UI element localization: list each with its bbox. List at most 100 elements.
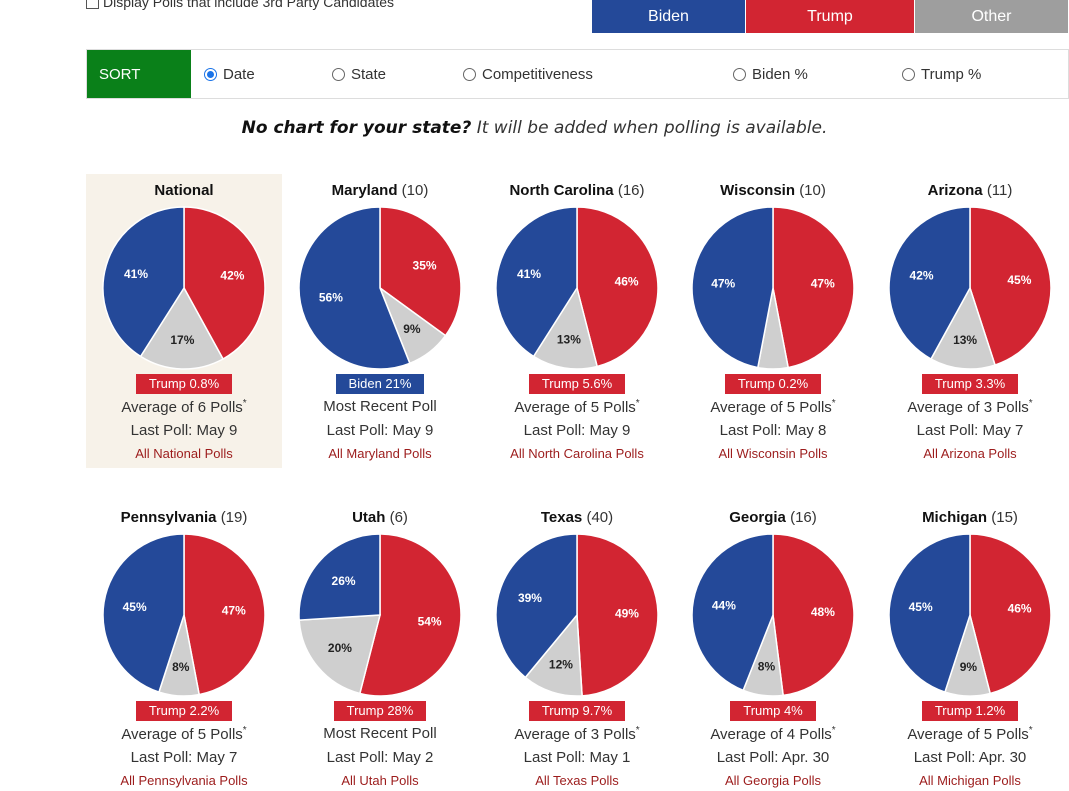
all-polls-link[interactable]: All Texas Polls bbox=[535, 773, 619, 788]
footnote-asterisk[interactable]: * bbox=[1028, 725, 1033, 736]
third-party-option[interactable]: Display Polls that include 3rd Party Can… bbox=[86, 0, 394, 10]
footnote-asterisk[interactable]: * bbox=[635, 398, 640, 409]
all-polls-link[interactable]: All Wisconsin Polls bbox=[718, 446, 828, 461]
pie-slice-biden bbox=[298, 533, 381, 621]
radio-trump-pct[interactable] bbox=[902, 67, 915, 81]
pie-slice-trump bbox=[183, 533, 266, 696]
radio-biden-pct[interactable] bbox=[733, 67, 746, 81]
pie-label-trump: 47% bbox=[222, 603, 246, 617]
third-party-checkbox[interactable] bbox=[86, 0, 99, 9]
radio-date[interactable] bbox=[204, 67, 217, 81]
pie-slice-trump bbox=[969, 206, 1052, 366]
pie-label-other: 17% bbox=[170, 333, 194, 347]
pie-label-trump: 46% bbox=[1008, 602, 1032, 616]
pie-label-trump: 48% bbox=[811, 605, 835, 619]
pie-label-trump: 35% bbox=[413, 258, 437, 272]
pie-slice-biden bbox=[495, 533, 578, 679]
pie-slice-other bbox=[524, 613, 583, 697]
sort-option-trump-pct[interactable]: Trump % bbox=[902, 50, 981, 98]
margin-badge: Trump 2.2% bbox=[135, 701, 233, 721]
top-bar: Display Polls that include 3rd Party Can… bbox=[0, 0, 1069, 40]
footnote-asterisk[interactable]: * bbox=[635, 725, 640, 736]
poll-summary-text: Average of 5 Polls bbox=[121, 726, 243, 743]
last-poll-date: Last Poll: May 9 bbox=[326, 422, 434, 439]
state-name: Maryland bbox=[331, 182, 398, 199]
all-polls-link[interactable]: All Pennsylvania Polls bbox=[120, 773, 248, 788]
sort-option-state[interactable]: State bbox=[332, 50, 386, 98]
pie-slice-biden bbox=[888, 206, 971, 361]
electoral-votes: (16) bbox=[790, 509, 817, 526]
pie-slice-other bbox=[298, 614, 381, 695]
margin-badge: Biden 21% bbox=[335, 374, 425, 394]
radio-competitiveness[interactable] bbox=[463, 67, 476, 81]
all-polls-link[interactable]: All National Polls bbox=[135, 446, 233, 461]
pie-slice-biden bbox=[102, 206, 185, 358]
electoral-votes: (11) bbox=[986, 182, 1013, 199]
last-poll-date: Last Poll: May 7 bbox=[916, 422, 1024, 439]
state-title: Pennsylvania (19) bbox=[86, 509, 282, 527]
poll-summary: Most Recent Poll bbox=[282, 398, 478, 418]
poll-pie-chart[interactable]: 46% 9% 45% bbox=[888, 533, 1052, 697]
electoral-votes: (10) bbox=[401, 182, 429, 199]
poll-pie-chart[interactable]: 35% 9% 56% bbox=[298, 206, 462, 370]
state-title: Utah (6) bbox=[282, 509, 478, 527]
last-poll-date: Last Poll: May 2 bbox=[326, 749, 434, 766]
pie-label-trump: 42% bbox=[220, 269, 244, 283]
poll-summary: Most Recent Poll bbox=[282, 725, 478, 745]
pie-label-other: 8% bbox=[758, 660, 776, 674]
pie-label-biden: 42% bbox=[910, 269, 934, 283]
all-polls-link[interactable]: All Maryland Polls bbox=[328, 446, 432, 461]
sort-option-label: Trump % bbox=[921, 65, 982, 83]
poll-pie-chart[interactable]: 48% 8% 44% bbox=[691, 533, 855, 697]
sort-option-biden-pct[interactable]: Biden % bbox=[733, 50, 808, 98]
sort-option-competitiveness[interactable]: Competitiveness bbox=[463, 50, 593, 98]
poll-pie-chart[interactable]: 46% 13% 41% bbox=[495, 206, 659, 370]
electoral-votes: (40) bbox=[586, 509, 614, 526]
pie-label-other: 9% bbox=[960, 660, 978, 674]
all-polls-link[interactable]: All Utah Polls bbox=[341, 773, 419, 788]
pie-slice-trump bbox=[772, 206, 855, 369]
state-card: National 42% 17% 41% Trump 0.8% Average of 6 … bbox=[86, 174, 282, 468]
last-poll-date: Last Poll: May 8 bbox=[719, 422, 827, 439]
state-title: North Carolina (16) bbox=[479, 182, 675, 200]
footnote-asterisk[interactable]: * bbox=[1028, 398, 1033, 409]
pie-slice-trump bbox=[576, 533, 659, 697]
electoral-votes: (6) bbox=[389, 509, 408, 526]
sort-option-label: Competitiveness bbox=[482, 65, 593, 83]
state-card: Arizona (11) 45% 13% 42% Trump 3.3% Average o… bbox=[872, 174, 1068, 464]
poll-pie-chart[interactable]: 42% 17% 41% bbox=[102, 206, 266, 370]
state-card: Maryland (10) 35% 9% 56% Biden 21% Most Recen… bbox=[282, 174, 478, 464]
footnote-asterisk[interactable]: * bbox=[242, 725, 247, 736]
poll-pie-chart[interactable]: 47% 47% bbox=[691, 206, 855, 370]
state-name: North Carolina bbox=[509, 182, 614, 199]
footnote-asterisk[interactable]: * bbox=[242, 398, 247, 409]
poll-summary-text: Most Recent Poll bbox=[323, 725, 437, 742]
pie-label-trump: 49% bbox=[615, 606, 639, 620]
all-polls-link[interactable]: All Michigan Polls bbox=[919, 773, 1021, 788]
pie-slice-other bbox=[929, 286, 996, 370]
all-polls-link[interactable]: All Georgia Polls bbox=[724, 773, 822, 788]
electoral-votes: (16) bbox=[617, 182, 645, 199]
electoral-votes: (15) bbox=[991, 509, 1018, 526]
poll-pie-chart[interactable]: 45% 13% 42% bbox=[888, 206, 1052, 370]
margin-badge: Trump 28% bbox=[333, 701, 427, 721]
poll-pie-chart[interactable]: 49% 12% 39% bbox=[495, 533, 659, 697]
state-card: Pennsylvania (19) 47% 8% 45% Trump 2.2% Avera… bbox=[86, 501, 282, 791]
poll-summary-text: Average of 5 Polls bbox=[710, 399, 832, 416]
radio-state[interactable] bbox=[332, 67, 345, 81]
all-polls-link[interactable]: All Arizona Polls bbox=[923, 446, 1017, 461]
third-party-label: Display Polls that include 3rd Party Can… bbox=[103, 0, 395, 10]
pie-slice-biden bbox=[298, 206, 411, 370]
footnote-asterisk[interactable]: * bbox=[831, 725, 836, 736]
last-poll-date: Last Poll: May 9 bbox=[523, 422, 631, 439]
footnote-asterisk[interactable]: * bbox=[831, 398, 836, 409]
poll-summary: Average of 5 Polls* bbox=[86, 725, 282, 745]
pie-label-trump: 47% bbox=[811, 276, 835, 290]
poll-pie-chart[interactable]: 54% 20% 26% bbox=[298, 533, 462, 697]
last-poll-date: Last Poll: May 9 bbox=[130, 422, 238, 439]
sort-option-date[interactable]: Date bbox=[204, 50, 255, 98]
all-polls-link[interactable]: All North Carolina Polls bbox=[510, 446, 644, 461]
poll-pie-chart[interactable]: 47% 8% 45% bbox=[102, 533, 266, 697]
last-poll-date: Last Poll: Apr. 30 bbox=[716, 749, 830, 766]
state-name: Wisconsin bbox=[720, 182, 796, 199]
